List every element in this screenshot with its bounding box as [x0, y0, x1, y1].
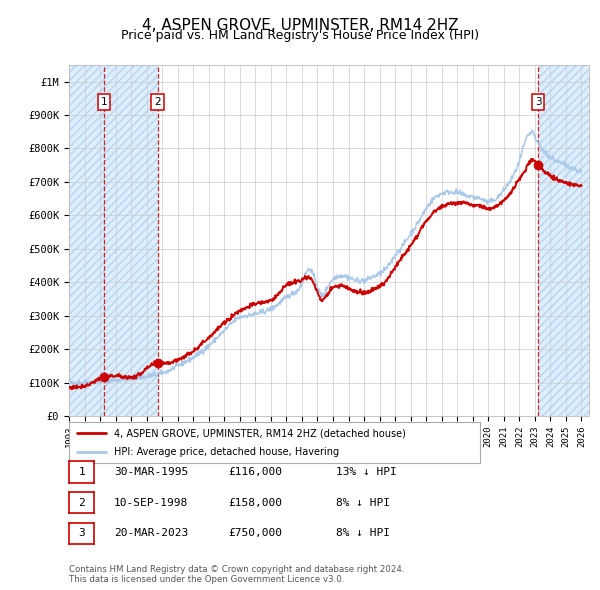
Text: 20-MAR-2023: 20-MAR-2023 — [114, 529, 188, 538]
Bar — [538, 65, 589, 416]
Bar — [69, 65, 104, 416]
Text: 8% ↓ HPI: 8% ↓ HPI — [336, 529, 390, 538]
Text: 13% ↓ HPI: 13% ↓ HPI — [336, 467, 397, 477]
Text: £158,000: £158,000 — [228, 498, 282, 507]
Text: 2: 2 — [154, 97, 161, 107]
Text: 1: 1 — [101, 97, 107, 107]
Text: 4, ASPEN GROVE, UPMINSTER, RM14 2HZ: 4, ASPEN GROVE, UPMINSTER, RM14 2HZ — [142, 18, 458, 32]
Text: HPI: Average price, detached house, Havering: HPI: Average price, detached house, Have… — [114, 447, 340, 457]
Text: £750,000: £750,000 — [228, 529, 282, 538]
Text: 10-SEP-1998: 10-SEP-1998 — [114, 498, 188, 507]
Text: 8% ↓ HPI: 8% ↓ HPI — [336, 498, 390, 507]
Bar — [104, 65, 158, 416]
Text: 1: 1 — [78, 467, 85, 477]
Text: 2: 2 — [78, 498, 85, 507]
Text: £116,000: £116,000 — [228, 467, 282, 477]
Bar — [104, 65, 158, 416]
Text: 4, ASPEN GROVE, UPMINSTER, RM14 2HZ (detached house): 4, ASPEN GROVE, UPMINSTER, RM14 2HZ (det… — [114, 428, 406, 438]
Text: 3: 3 — [535, 97, 542, 107]
Text: Price paid vs. HM Land Registry's House Price Index (HPI): Price paid vs. HM Land Registry's House … — [121, 30, 479, 42]
Text: 30-MAR-1995: 30-MAR-1995 — [114, 467, 188, 477]
Bar — [538, 65, 589, 416]
Text: 3: 3 — [78, 529, 85, 538]
Text: Contains HM Land Registry data © Crown copyright and database right 2024.
This d: Contains HM Land Registry data © Crown c… — [69, 565, 404, 584]
Bar — [69, 65, 104, 416]
